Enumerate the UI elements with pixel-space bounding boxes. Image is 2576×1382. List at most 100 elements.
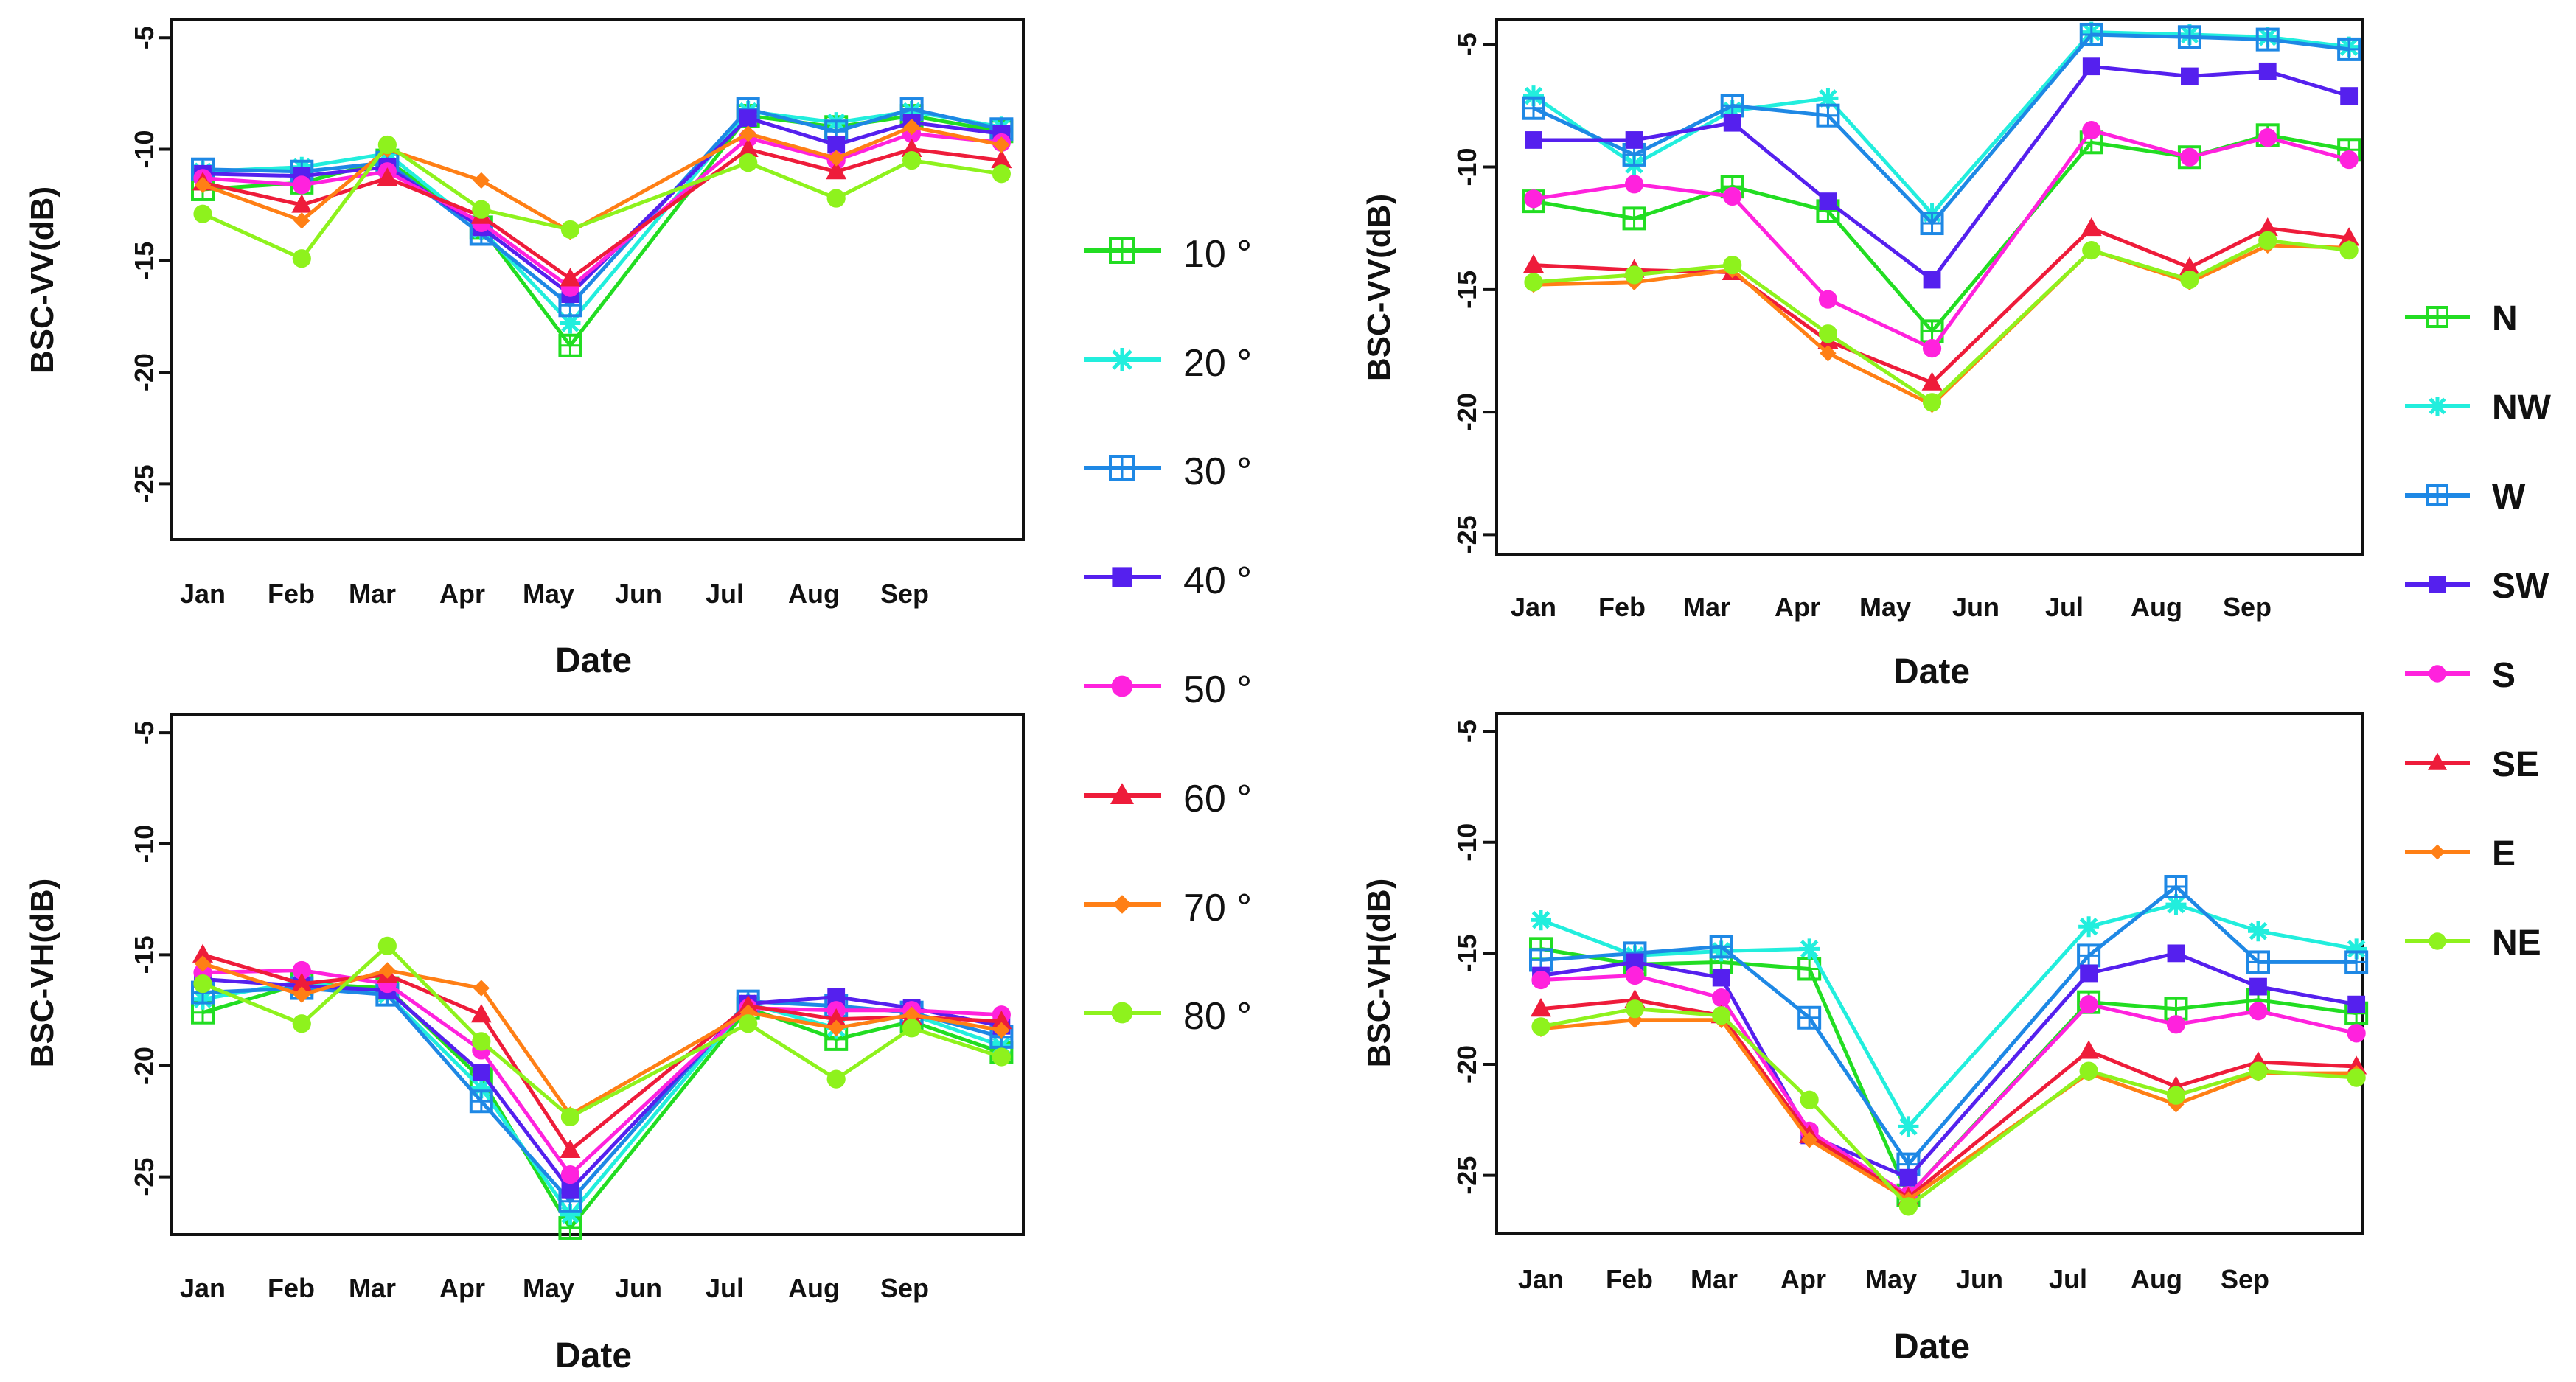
legend-label: SE: [2492, 745, 2539, 784]
marker-star: [2428, 397, 2447, 416]
x-tick: May: [1859, 592, 1911, 622]
marker-circle: [2180, 147, 2199, 167]
x-axis-title: Date: [555, 1336, 632, 1375]
marker-star: [1817, 88, 1839, 109]
marker-filled-square: [2258, 62, 2277, 80]
marker-circle: [377, 135, 397, 155]
series-line: [1540, 951, 2357, 1180]
marker-square-cross: [1710, 936, 1732, 957]
y-tick-label: -10: [1452, 823, 1482, 862]
marker-filled-square: [2347, 995, 2366, 1013]
legend-key: [1084, 1002, 1161, 1024]
marker-circle: [2347, 1024, 2366, 1043]
marker-diamond: [903, 1006, 920, 1023]
marker-square-cross: [2428, 307, 2447, 327]
marker-circle: [1524, 189, 1543, 209]
series-line: [1540, 998, 2357, 1200]
marker-circle: [1531, 970, 1550, 990]
marker-filled-square: [2429, 576, 2446, 593]
marker-circle: [1922, 339, 1942, 358]
legend-label: S: [2492, 656, 2516, 695]
marker-circle: [292, 960, 311, 980]
marker-square-cross: [2247, 952, 2269, 973]
x-tick: Mar: [1691, 1264, 1738, 1294]
x-tick: Jan: [180, 579, 226, 609]
y-tick-label: -5: [1452, 719, 1482, 743]
marker-circle: [292, 249, 311, 268]
marker-square-cross: [2339, 38, 2360, 60]
marker-square-cross: [1110, 239, 1134, 262]
series: [192, 943, 1012, 1159]
legend-label: 10 °: [1183, 233, 1252, 276]
legend-label: SW: [2492, 567, 2549, 606]
marker-circle: [1531, 1017, 1550, 1036]
legend-key: [1084, 783, 1161, 804]
legend-label: NW: [2492, 388, 2552, 427]
legend-key: [2405, 753, 2470, 770]
marker-star: [2165, 894, 2187, 915]
marker-circle: [2258, 128, 2277, 147]
marker-diamond: [903, 119, 920, 136]
panel-frame-tl: [170, 18, 1025, 541]
x-tick: Sep: [2221, 1264, 2269, 1294]
marker-circle: [292, 1014, 311, 1033]
series: [193, 960, 1011, 1184]
marker-circle: [2429, 932, 2446, 950]
marker-diamond: [473, 980, 490, 997]
series-line: [1533, 128, 2350, 351]
marker-triangle: [377, 167, 398, 186]
legend-key: [2405, 844, 2470, 860]
legend-key: [2405, 397, 2470, 416]
marker-diamond: [993, 1022, 1010, 1039]
marker-filled-square: [827, 136, 846, 154]
marker-circle: [2429, 665, 2446, 683]
series-line: [1540, 1007, 2357, 1209]
marker-triangle: [1921, 371, 1943, 391]
marker-circle: [1111, 1002, 1133, 1024]
marker-circle: [902, 1019, 922, 1038]
series-line: [1532, 32, 2350, 226]
marker-triangle: [560, 1139, 581, 1159]
x-axis-title: Date: [1893, 1327, 1970, 1367]
y-tick-label: -20: [129, 353, 159, 391]
marker-circle: [1800, 1090, 1819, 1109]
x-tick: Jan: [1511, 592, 1556, 622]
x-tick: Jun: [615, 1273, 662, 1303]
y-axis-title: BSC-VH(dB): [24, 879, 60, 1068]
legend-label: 20 °: [1183, 342, 1252, 385]
x-tick: Jul: [706, 579, 744, 609]
x-tick: Aug: [788, 1273, 840, 1303]
series: [193, 135, 1011, 268]
marker-triangle: [2257, 217, 2278, 237]
marker-circle: [2249, 1061, 2268, 1081]
marker-circle: [992, 1047, 1011, 1067]
marker-star: [1110, 348, 1134, 371]
y-tick-label: -5: [1452, 32, 1482, 56]
marker-diamond: [2429, 844, 2446, 860]
marker-square-cross: [1110, 456, 1134, 480]
marker-triangle: [291, 972, 313, 992]
series-line: [1533, 226, 2350, 385]
y-axis-title: BSC-VV(dB): [24, 186, 60, 374]
marker-filled-square: [1819, 192, 1837, 211]
legend-key: [1084, 895, 1161, 914]
marker-triangle: [560, 268, 581, 287]
marker-square-cross: [2179, 27, 2200, 48]
marker-circle: [2180, 270, 2199, 290]
marker-star: [1898, 1116, 1919, 1137]
marker-circle: [1922, 393, 1942, 412]
marker-filled-square: [1723, 114, 1741, 132]
marker-triangle: [291, 194, 313, 213]
marker-triangle: [991, 149, 1012, 169]
marker-circle: [2166, 1015, 2186, 1034]
marker-square-cross: [2346, 952, 2367, 973]
series-line: [1540, 974, 2357, 1198]
x-tick: Feb: [1606, 1264, 1653, 1294]
y-tick-label: -15: [129, 935, 159, 974]
marker-circle: [2082, 121, 2101, 140]
marker-filled-square: [1625, 131, 1643, 149]
marker-diamond: [194, 955, 212, 972]
marker-square-cross: [1921, 321, 1943, 342]
y-tick-label: -25: [129, 464, 159, 503]
marker-diamond: [827, 1019, 845, 1037]
